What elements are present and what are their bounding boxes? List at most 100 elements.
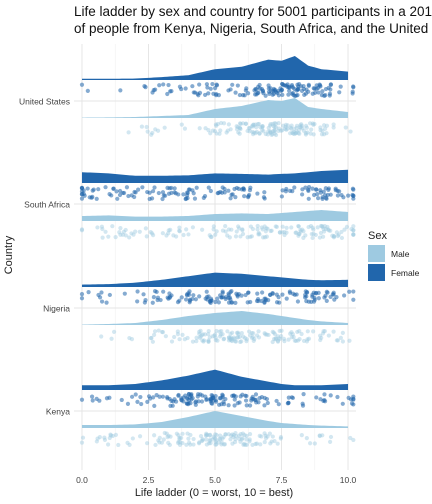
rain-point bbox=[295, 299, 301, 304]
rain-point bbox=[262, 331, 267, 336]
rain-point bbox=[351, 228, 356, 233]
rain-point bbox=[320, 224, 325, 230]
rain-point bbox=[228, 336, 233, 341]
rain-point bbox=[303, 292, 308, 298]
rain-point bbox=[296, 231, 301, 237]
rain-point bbox=[300, 227, 305, 232]
rain-point bbox=[242, 432, 247, 438]
rain-point bbox=[199, 438, 204, 444]
rain-point bbox=[217, 329, 222, 334]
rain-point bbox=[113, 235, 118, 240]
rain-point bbox=[271, 129, 276, 134]
rain-point bbox=[284, 186, 289, 192]
rain-point bbox=[183, 297, 189, 302]
rain-point bbox=[331, 235, 336, 240]
rain-point bbox=[175, 332, 181, 337]
rain-point bbox=[325, 290, 330, 295]
rain-point bbox=[298, 125, 303, 130]
rain-point bbox=[317, 235, 323, 240]
rain-point bbox=[110, 433, 115, 439]
rain-point bbox=[206, 339, 211, 344]
rain-point bbox=[238, 439, 243, 444]
rain-point bbox=[324, 298, 329, 303]
rain-point bbox=[213, 436, 218, 441]
rain-point bbox=[247, 126, 252, 131]
rain-point bbox=[276, 126, 282, 131]
rain-point bbox=[99, 334, 104, 339]
rain-point bbox=[221, 121, 227, 126]
rain-point bbox=[305, 337, 310, 342]
rain-point bbox=[276, 295, 281, 300]
rain-point bbox=[303, 131, 308, 136]
rain-point bbox=[234, 434, 239, 439]
rain-point bbox=[141, 292, 146, 297]
rain-point bbox=[235, 335, 240, 340]
rain-point bbox=[213, 338, 218, 343]
rain-point bbox=[297, 231, 302, 237]
density-cloud bbox=[81, 210, 349, 221]
rain-point bbox=[159, 440, 164, 445]
rain-point bbox=[79, 82, 85, 87]
rain-point bbox=[268, 122, 273, 127]
rain-point bbox=[184, 227, 189, 232]
rain-point bbox=[279, 334, 284, 339]
rain-point bbox=[179, 398, 184, 403]
rain-point bbox=[222, 336, 227, 341]
rain-point bbox=[230, 432, 235, 437]
rain-point bbox=[160, 190, 166, 195]
x-tick-label: 2.5 bbox=[143, 475, 155, 485]
rain-point bbox=[335, 394, 340, 400]
rain-point bbox=[200, 227, 205, 232]
rain-point bbox=[336, 232, 341, 237]
rain-point bbox=[207, 439, 212, 444]
rain-point bbox=[294, 123, 300, 128]
rain-point bbox=[238, 432, 243, 437]
rain-point bbox=[277, 300, 282, 305]
rain-point bbox=[219, 440, 224, 445]
rain-point bbox=[178, 440, 183, 445]
rain-point bbox=[275, 339, 281, 344]
rain-point bbox=[349, 227, 354, 232]
rain-point bbox=[179, 295, 184, 300]
rain-point bbox=[234, 330, 240, 335]
rain-point bbox=[243, 121, 248, 127]
rain-point bbox=[157, 394, 162, 399]
rain-point bbox=[215, 296, 220, 301]
rain-point bbox=[282, 126, 288, 132]
rain-point bbox=[278, 436, 283, 441]
rain-point bbox=[150, 339, 155, 344]
rain-point bbox=[216, 440, 221, 445]
rain-point bbox=[249, 335, 255, 341]
chart-title-line1: Life ladder by sex and country for 5001 … bbox=[74, 4, 432, 19]
rain-point bbox=[342, 227, 347, 232]
rain-point bbox=[273, 125, 279, 130]
rain-point bbox=[164, 431, 169, 436]
rain-point bbox=[222, 186, 227, 192]
rain-point bbox=[129, 231, 134, 236]
rain-point bbox=[251, 122, 256, 127]
rain-point bbox=[228, 335, 233, 340]
rain-point bbox=[297, 81, 302, 87]
rain-point bbox=[123, 233, 128, 238]
rain-group bbox=[79, 81, 356, 99]
rain-point bbox=[244, 86, 249, 91]
rain-point bbox=[144, 234, 149, 239]
rain-point bbox=[257, 232, 262, 237]
rain-point bbox=[164, 233, 169, 238]
rain-point bbox=[213, 432, 218, 437]
rain-point bbox=[208, 234, 213, 239]
rain-point bbox=[251, 122, 256, 127]
rain-point bbox=[284, 127, 289, 132]
rain-point bbox=[220, 289, 225, 294]
rain-point bbox=[191, 436, 196, 442]
rain-point bbox=[310, 235, 315, 241]
rain-point bbox=[127, 235, 132, 240]
rain-point bbox=[126, 193, 131, 199]
rain-point bbox=[290, 395, 296, 401]
rain-point bbox=[263, 131, 268, 137]
rain-point bbox=[105, 442, 111, 447]
rain-point bbox=[150, 189, 156, 194]
rain-point bbox=[260, 124, 265, 129]
rain-point bbox=[182, 126, 188, 131]
